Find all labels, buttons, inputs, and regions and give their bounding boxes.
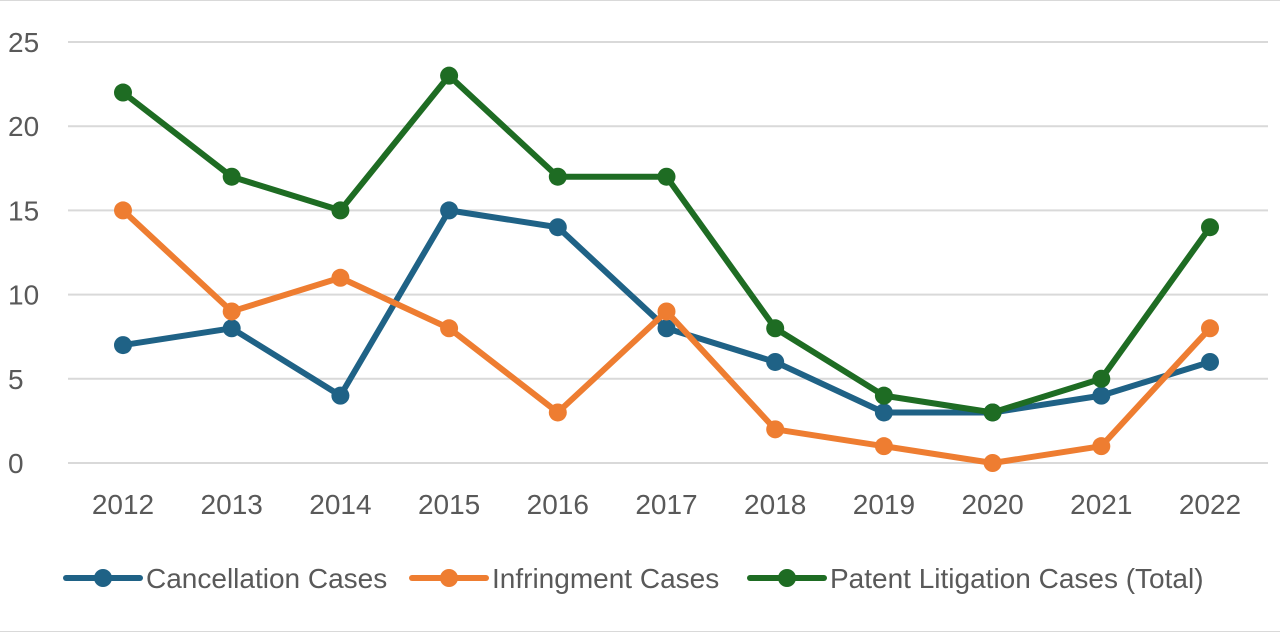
data-point (114, 201, 132, 220)
x-tick-label: 2015 (418, 489, 480, 520)
data-point (657, 302, 676, 321)
y-tick-label: 10 (8, 280, 39, 311)
y-axis-ticks: 0 5 10 15 20 25 (8, 27, 39, 479)
data-point (222, 302, 241, 321)
data-point (1092, 386, 1111, 405)
data-point (548, 218, 567, 237)
x-tick-label: 2014 (309, 489, 371, 520)
legend-item: Infringment Cases (409, 563, 719, 594)
data-point (983, 454, 1002, 472)
y-tick-label: 0 (8, 448, 24, 479)
data-point (766, 352, 785, 371)
x-tick-label: 2013 (201, 489, 263, 520)
series-lines (114, 66, 1219, 472)
x-tick-label: 2017 (635, 489, 697, 520)
series-2 (114, 66, 1219, 422)
data-point (657, 167, 676, 186)
data-point (331, 386, 350, 405)
y-tick-label: 20 (8, 111, 39, 142)
data-point (222, 167, 241, 186)
x-axis-ticks: 2012 2013 2014 2015 2016 2017 2018 2019 2020 2021… (92, 489, 1241, 520)
legend-swatch-marker (94, 569, 112, 587)
gridlines (68, 41, 1268, 464)
y-tick-label: 25 (8, 27, 39, 58)
legend-label: Infringment Cases (492, 563, 719, 594)
legend-swatch-marker (778, 569, 796, 587)
legend-swatch-marker (440, 569, 458, 587)
data-point (114, 336, 132, 355)
data-point (657, 319, 676, 338)
y-tick-label: 5 (8, 364, 24, 395)
data-point (766, 319, 785, 338)
legend-label: Cancellation Cases (146, 563, 387, 594)
data-point (983, 403, 1002, 422)
data-point (874, 386, 893, 405)
x-tick-label: 2021 (1070, 489, 1132, 520)
series-0 (114, 201, 1219, 422)
legend-item: Patent Litigation Cases (Total) (747, 563, 1204, 594)
data-point (331, 268, 350, 287)
legend: Cancellation Cases Infringment Cases Paten… (63, 563, 1204, 594)
data-point (1201, 319, 1219, 338)
x-tick-label: 2012 (92, 489, 154, 520)
x-tick-label: 2019 (853, 489, 915, 520)
data-point (1201, 352, 1219, 371)
data-point (331, 201, 350, 220)
data-point (1092, 369, 1111, 388)
x-tick-label: 2016 (527, 489, 589, 520)
data-point (440, 201, 459, 220)
data-point (874, 403, 893, 422)
data-point (874, 437, 893, 456)
x-tick-label: 2020 (961, 489, 1023, 520)
legend-item: Cancellation Cases (63, 563, 387, 594)
legend-label: Patent Litigation Cases (Total) (830, 563, 1204, 594)
data-point (1092, 437, 1111, 456)
y-tick-label: 15 (8, 195, 39, 226)
data-point (114, 83, 132, 102)
x-tick-label: 2018 (744, 489, 806, 520)
data-point (548, 167, 567, 186)
data-point (222, 319, 241, 338)
data-point (1201, 218, 1219, 237)
data-point (766, 420, 785, 439)
data-point (440, 66, 459, 85)
data-point (548, 403, 567, 422)
series-1 (114, 201, 1219, 472)
data-point (440, 319, 459, 338)
x-tick-label: 2022 (1179, 489, 1241, 520)
